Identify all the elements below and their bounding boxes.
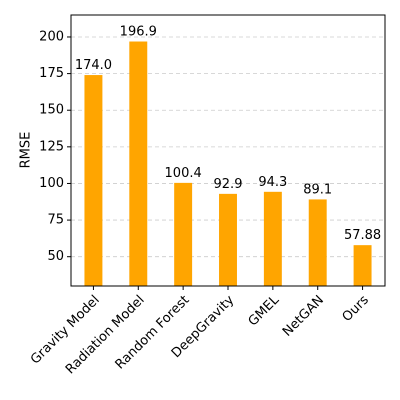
x-tick-label: Radiation Model	[63, 293, 148, 378]
value-label: 196.9	[120, 25, 157, 40]
y-tick-label: 200	[39, 29, 64, 44]
value-label: 89.1	[303, 182, 332, 197]
bar	[174, 182, 193, 286]
bar	[219, 193, 237, 286]
y-tick-label: 50	[47, 249, 64, 264]
y-axis-label: RMSE	[19, 132, 34, 169]
x-tick-label: Ours	[340, 293, 372, 325]
bar	[308, 199, 327, 286]
y-tick-label: 150	[39, 103, 64, 118]
bar	[84, 75, 103, 287]
value-label: 100.4	[165, 166, 202, 181]
y-tick-label: 75	[47, 213, 64, 228]
y-tick-label: 125	[39, 139, 64, 154]
value-label: 57.88	[344, 228, 381, 243]
value-label: 174.0	[75, 58, 112, 73]
bar	[263, 191, 282, 286]
value-label: 92.9	[214, 177, 243, 192]
x-tick-label: NetGAN	[280, 293, 327, 340]
value-label: 94.3	[258, 175, 287, 190]
plot-frame	[70, 14, 386, 287]
bar	[353, 245, 372, 286]
y-tick-label: 175	[39, 66, 64, 81]
x-tick-label: GMEL	[246, 292, 283, 329]
bar	[129, 41, 148, 286]
y-tick-label: 100	[39, 176, 64, 191]
